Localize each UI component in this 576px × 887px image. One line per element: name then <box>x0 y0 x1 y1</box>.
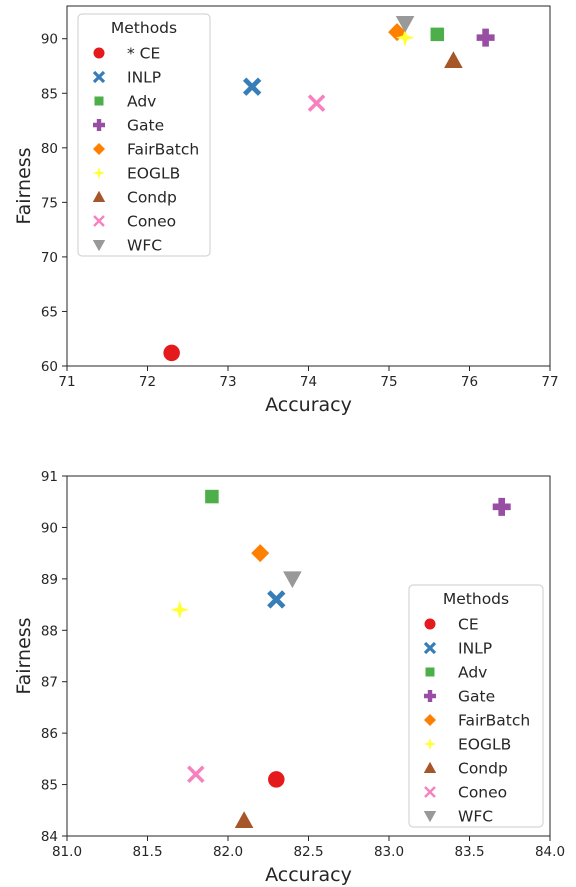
x-tick-label: 82.0 <box>213 844 243 860</box>
y-tick-label: 90 <box>41 32 58 48</box>
legend-entry: FairBatch <box>458 712 530 730</box>
legend-box <box>408 584 544 828</box>
data-point-inlp <box>267 590 286 609</box>
y-tick-label: 85 <box>41 86 58 102</box>
legend-marker <box>93 119 105 131</box>
data-point-coneo <box>187 765 205 784</box>
legend-marker <box>93 143 105 155</box>
legend-marker <box>94 96 104 106</box>
legend-title: Methods <box>443 590 509 608</box>
x-tick-label: 77 <box>541 374 558 390</box>
legend-box <box>77 13 211 257</box>
x-axis-label: Accuracy <box>265 864 352 886</box>
y-tick-label: 87 <box>41 675 58 691</box>
data-point-wfc <box>395 16 415 33</box>
y-tick-label: 70 <box>41 250 58 266</box>
data-point-gate <box>476 28 495 47</box>
legend-marker <box>425 667 435 677</box>
legend-entry: INLP <box>127 69 161 87</box>
y-axis-label: Fairness <box>13 617 35 694</box>
y-tick-label: 84 <box>41 829 58 845</box>
scatter-chart-1: 71 72 73 74 75 76 77 60 65 70 75 80 85 90 Accuracy Fair… <box>13 5 559 416</box>
y-tick-label: 86 <box>41 726 58 742</box>
legend-entry: EOGLB <box>458 736 511 754</box>
legend-entry: Gate <box>458 688 495 706</box>
data-point-gate <box>492 497 511 516</box>
data-point-adv <box>430 27 445 42</box>
legend-entry: INLP <box>458 640 492 658</box>
legend-entry: CE <box>458 616 479 634</box>
legend-entry: FairBatch <box>127 141 199 159</box>
data-point-eoglb <box>395 28 415 47</box>
data-point-fairbatch <box>251 544 270 563</box>
data-point-ce <box>163 344 180 362</box>
legend-marker <box>423 811 437 823</box>
legend-marker <box>92 190 106 202</box>
data-point-adv <box>205 489 219 504</box>
legend-entry: Coneo <box>127 213 176 231</box>
legend-entry: Adv <box>458 664 487 682</box>
legend-entry: Condp <box>458 760 508 778</box>
scatter-chart-2: 81.0 81.5 82.0 82.5 83.0 83.5 84.0 84 85 86 87 88 89… <box>13 469 565 886</box>
legend-marker <box>92 240 106 252</box>
legend-marker <box>423 737 437 751</box>
y-axis-label: Fairness <box>13 147 35 224</box>
data-point-condp <box>444 51 463 68</box>
y-tick-label: 65 <box>41 304 58 320</box>
legend-entry: WFC <box>127 237 162 255</box>
legend-marker <box>92 70 106 84</box>
legend-entry: Condp <box>127 189 177 207</box>
legend-entry: Adv <box>127 93 156 111</box>
x-tick-label: 74 <box>300 374 317 390</box>
y-tick-label: 90 <box>41 520 58 536</box>
legend: Methods * CE INLP Adv Gate FairBatch EOGLB Cond… <box>77 13 211 257</box>
legend-entry: Gate <box>127 117 164 135</box>
x-tick-label: 71 <box>58 374 75 390</box>
legend-marker <box>423 641 437 655</box>
data-point-eoglb <box>170 600 189 620</box>
x-axis-label: Accuracy <box>265 394 352 416</box>
legend-marker <box>93 215 105 227</box>
legend-entry: EOGLB <box>127 165 180 183</box>
legend-marker <box>93 47 105 59</box>
y-tick-label: 80 <box>41 141 58 157</box>
x-tick-label: 81.0 <box>52 844 82 860</box>
legend-entry: WFC <box>458 808 493 826</box>
y-tick-label: 60 <box>41 359 58 375</box>
data-point-ce <box>268 771 285 788</box>
x-tick-label: 82.5 <box>293 844 323 860</box>
legend-marker <box>424 786 436 798</box>
data-point-wfc <box>283 571 302 589</box>
x-tick-label: 83.5 <box>454 844 484 860</box>
y-tick-label: 91 <box>41 469 58 485</box>
y-tick-label: 85 <box>41 778 58 794</box>
data-point-condp <box>234 811 254 829</box>
legend: Methods CE INLP Adv Gate FairBatch EOGLB Condp C… <box>408 584 544 828</box>
data-point-inlp <box>242 77 262 96</box>
legend-entry: * CE <box>127 45 160 63</box>
legend-marker <box>424 690 436 702</box>
x-tick-label: 83.0 <box>374 844 404 860</box>
x-tick-label: 76 <box>461 374 478 390</box>
x-tick-label: 81.5 <box>132 844 162 860</box>
y-tick-label: 89 <box>41 572 58 588</box>
data-point-coneo <box>307 94 326 112</box>
legend-marker <box>424 714 436 726</box>
legend-title: Methods <box>111 19 177 37</box>
legend-marker <box>423 761 437 773</box>
legend-marker <box>424 618 436 630</box>
x-tick-label: 72 <box>139 374 156 390</box>
x-tick-label: 75 <box>380 374 397 390</box>
y-tick-label: 75 <box>41 195 58 211</box>
legend-marker <box>92 166 106 180</box>
x-tick-label: 73 <box>219 374 236 390</box>
x-tick-label: 84.0 <box>535 844 565 860</box>
y-tick-label: 88 <box>41 623 58 639</box>
legend-entry: Coneo <box>458 784 507 802</box>
